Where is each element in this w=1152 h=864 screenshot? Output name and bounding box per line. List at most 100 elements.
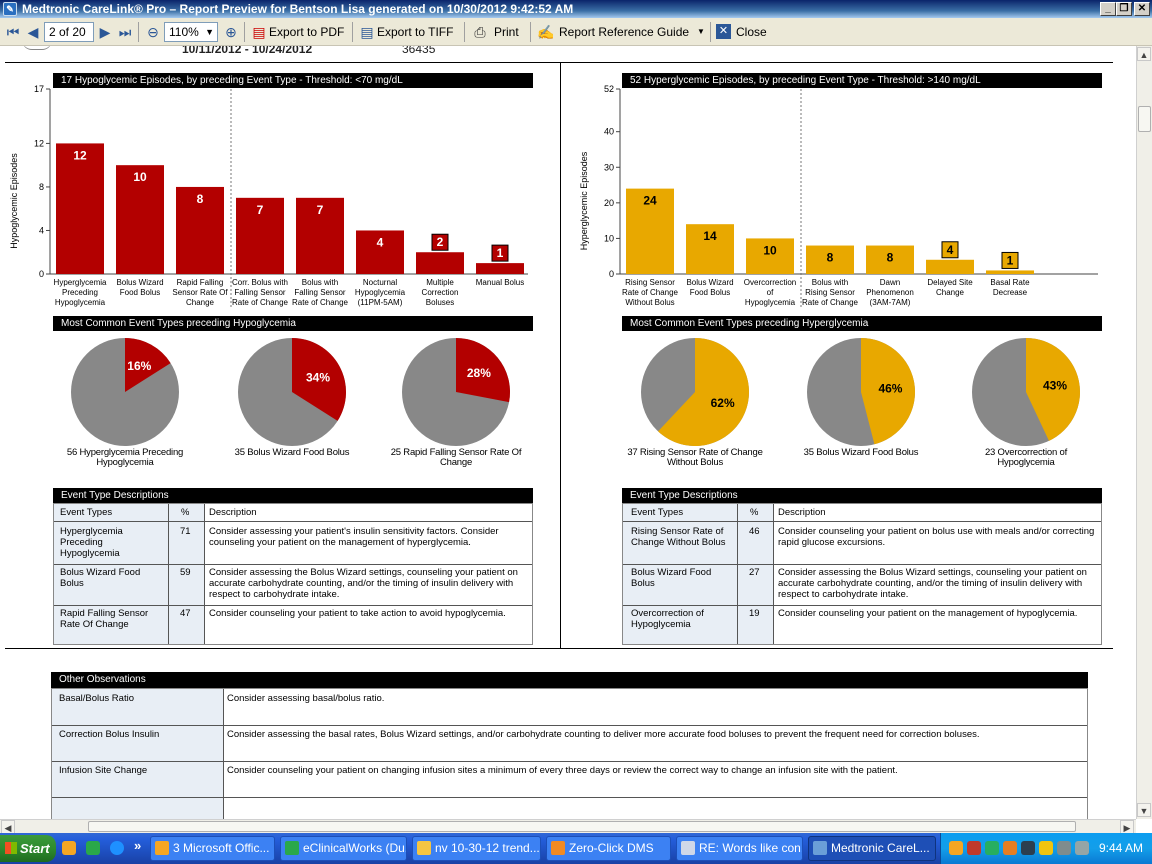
hyper-category-label: Without Bolus	[625, 298, 674, 307]
tray-icon[interactable]	[1075, 841, 1089, 855]
export-tiff-button[interactable]: Export to TIFF	[377, 25, 454, 39]
hypo-pie-chart: 34%	[238, 338, 346, 446]
next-page-icon[interactable]: ▶	[99, 24, 111, 40]
window-title: Medtronic CareLink® Pro – Report Preview…	[22, 2, 574, 16]
vertical-scroll-thumb[interactable]	[1138, 106, 1151, 132]
zoom-select[interactable]: 110% ▼	[164, 22, 218, 42]
hypo-bar	[476, 263, 524, 274]
system-tray: 9:44 AM	[940, 833, 1152, 864]
hyper-pie-chart: 46%	[807, 338, 915, 446]
hypo-col-event-types: Event Types	[60, 507, 113, 518]
taskbar-item[interactable]: Medtronic CareL...	[808, 836, 936, 861]
hypo-y-tick-label: 17	[34, 84, 44, 94]
hypo-bar	[296, 197, 344, 274]
document-icon	[417, 841, 431, 855]
mail-icon	[681, 841, 695, 855]
tray-icon[interactable]	[949, 841, 963, 855]
quicklaunch-office-icon[interactable]	[62, 841, 76, 855]
other-observations-title: Other Observations	[51, 672, 1088, 688]
hyper-bar-value: 14	[703, 229, 717, 243]
toolbar-separator	[244, 22, 245, 42]
scroll-up-icon[interactable]: ▲	[1137, 47, 1151, 61]
hypo-pie-caption-line: 56 Hyperglycemia Preceding	[66, 447, 184, 458]
tray-icon[interactable]	[967, 841, 981, 855]
start-button[interactable]: Start	[0, 835, 56, 862]
pdf-icon: ▤	[252, 24, 266, 40]
tray-icon[interactable]	[1003, 841, 1017, 855]
hypo-pie-chart: 28%	[402, 338, 510, 446]
chevron-down-icon[interactable]: ▼	[697, 27, 705, 36]
zoom-out-icon[interactable]: ⊖	[147, 24, 159, 40]
horizontal-scrollbar[interactable]: ◀ ▶	[0, 819, 1136, 834]
hyper-pie: 62% 37 Rising Sensor Rate of Change Withou…	[610, 334, 780, 484]
taskbar-item[interactable]: nv 10-30-12 trend...	[412, 836, 541, 861]
prev-page-icon[interactable]: ◀	[27, 24, 39, 40]
hypo-category-label: Hypoglycemia	[55, 298, 106, 307]
minimize-button[interactable]: _	[1100, 2, 1116, 16]
hypo-y-tick-label: 0	[39, 269, 44, 279]
last-page-icon[interactable]: ⏭	[118, 24, 132, 40]
zoom-in-icon[interactable]: ⊕	[225, 24, 237, 40]
reference-guide-button[interactable]: Report Reference Guide	[559, 25, 690, 39]
clock[interactable]: 9:44 AM	[1099, 841, 1144, 855]
hypo-bar-value: 4	[377, 235, 384, 249]
hyper-bar-value: 8	[827, 251, 834, 265]
title-bar[interactable]: ✎ Medtronic CareLink® Pro – Report Previ…	[0, 0, 1152, 18]
ie-icon[interactable]	[110, 841, 124, 855]
hypo-category-label: Boluses	[426, 298, 454, 307]
hypo-y-tick-label: 12	[34, 138, 44, 148]
dms-icon	[551, 841, 565, 855]
hypo-category-label: Hypoglycemia	[355, 288, 406, 297]
hyper-pie-pct-label: 43%	[1043, 379, 1067, 393]
scroll-down-icon[interactable]: ▼	[1137, 803, 1151, 817]
hypo-pie-slice	[456, 338, 510, 403]
taskbar-item[interactable]: Zero-Click DMS	[546, 836, 671, 861]
taskbar-item[interactable]: 3 Microsoft Offic...	[150, 836, 275, 861]
tray-icon[interactable]	[1021, 841, 1035, 855]
hyper-row-type: Rising Sensor Rate of Change Without Bol…	[631, 526, 726, 548]
hyper-bar-value: 8	[887, 251, 894, 265]
carelink-icon: ✎	[3, 2, 17, 16]
tray-icon[interactable]	[1039, 841, 1053, 855]
vertical-scrollbar[interactable]: ▲ ▼	[1136, 46, 1152, 819]
horizontal-scroll-thumb[interactable]	[88, 821, 1076, 832]
hypo-category-label: Bolus Wizard	[116, 278, 163, 287]
scroll-right-icon[interactable]: ▶	[1120, 820, 1134, 834]
maximize-button[interactable]: ❐	[1116, 2, 1132, 16]
scroll-left-icon[interactable]: ◀	[1, 820, 15, 834]
quicklaunch-app-icon[interactable]	[86, 841, 100, 855]
export-pdf-button[interactable]: Export to PDF	[269, 25, 345, 39]
start-label: Start	[20, 841, 50, 856]
hypo-pie-caption: 25 Rapid Falling Sensor Rate Of Change	[371, 448, 541, 468]
hyper-category-label: Bolus Wizard	[686, 278, 733, 287]
hyper-pie-chart: 62%	[641, 338, 749, 446]
office-icon	[155, 841, 169, 855]
page-number-field[interactable]: 2 of 20	[44, 22, 94, 42]
hypo-col-pct: %	[181, 507, 190, 518]
hyper-category-label: Rate of Change	[622, 288, 679, 297]
hypo-pie-pct-label: 28%	[467, 366, 491, 380]
taskbar-item[interactable]: RE: Words like con...	[676, 836, 803, 861]
hyper-pie-caption: 37 Rising Sensor Rate of Change Without B…	[610, 448, 780, 468]
quicklaunch-chevron[interactable]: »	[134, 838, 142, 853]
close-button[interactable]: Close	[736, 25, 767, 39]
hyper-row-type: Overcorrection of Hypoglycemia	[631, 608, 704, 630]
hypo-category-label: Bolus with	[302, 278, 338, 287]
first-page-icon[interactable]: ⏮	[6, 24, 20, 40]
hyper-desc-title: Event Type Descriptions	[622, 488, 1102, 503]
observation-text: Consider assessing basal/bolus ratio.	[227, 693, 385, 704]
hypo-category-label: Correction	[422, 288, 459, 297]
printer-icon: ⎙	[474, 24, 486, 40]
tray-icon[interactable]	[1057, 841, 1071, 855]
taskbar-item[interactable]: eClinicalWorks (Du...	[280, 836, 407, 861]
close-window-button[interactable]: ✕	[1134, 2, 1150, 16]
print-button[interactable]: Print	[494, 25, 519, 39]
tray-icon[interactable]	[985, 841, 999, 855]
hypo-category-label: Change	[186, 298, 215, 307]
hypo-row-type: Bolus Wizard Food Bolus	[60, 567, 141, 589]
hypo-bar-value: 2	[437, 235, 444, 249]
hypo-bar-value: 7	[257, 203, 264, 217]
hyper-pie-caption-line: Without Bolus	[666, 457, 723, 468]
hyper-bar-value: 10	[763, 243, 777, 257]
hypo-pie-pct-label: 16%	[127, 359, 151, 373]
